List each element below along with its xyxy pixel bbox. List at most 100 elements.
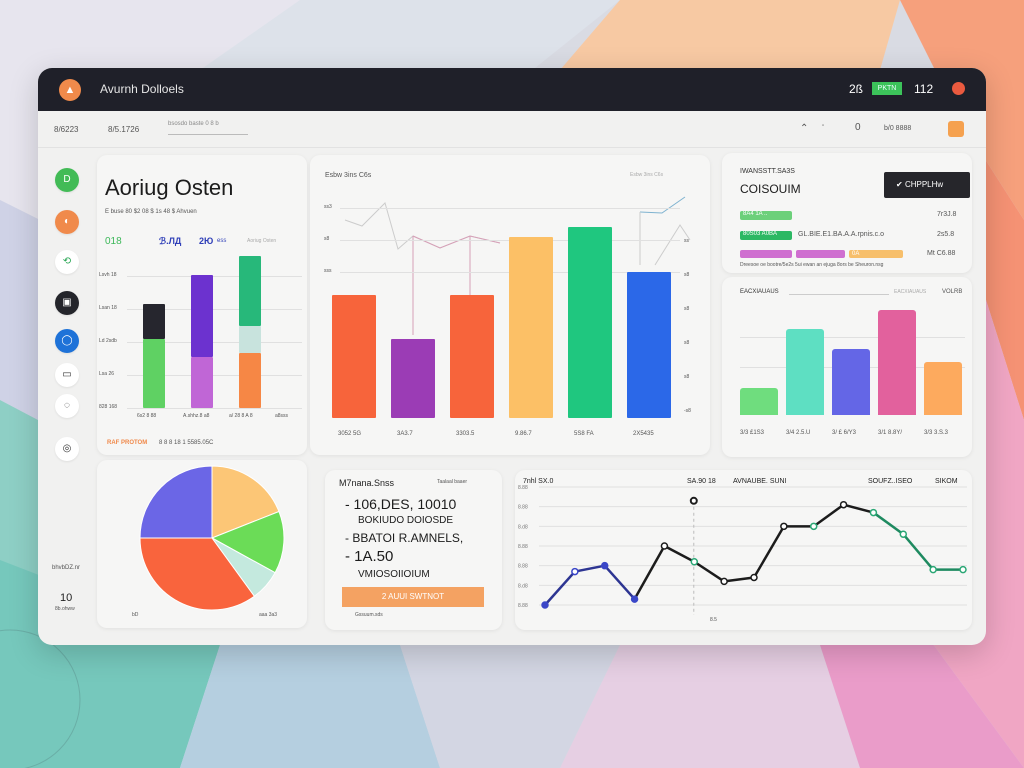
circle-icon[interactable]: ◯ [55,329,79,353]
d-icon[interactable]: D [55,168,79,192]
summary-title: COISOUIM [740,182,801,196]
data-point [959,565,967,574]
stacked-bar-segment [239,256,261,327]
stacked-chart-card: Aoriug Osten E buse 80 $2 08 $ 1s 48 $ A… [97,155,307,455]
app-title: Avurnh Dolloels [100,82,184,96]
line-segment [574,564,605,573]
sidebar-footer-number: 10 [60,592,73,604]
y-tick-label: 8.88 [518,505,528,511]
x-tick-label: a/ 28 8 A 8 [229,413,253,419]
y-tick-label: Lsa 26 [99,371,115,377]
toolbar-item-1[interactable]: 8/6223 [54,125,79,134]
line-header-5: SIKOM [935,478,958,485]
data-point [839,500,848,509]
data-point [750,573,758,582]
progress-segment-2 [796,250,845,258]
y-tick-label: 8.d8 [518,583,528,589]
stat-3: 2Ю [199,236,214,246]
primary-action-button[interactable]: ✔ CHPPLHw [884,172,970,198]
stacked-bar-segment [239,326,261,353]
data-point [660,542,669,550]
line-segment [843,503,874,514]
close-button[interactable] [952,82,965,95]
line-segment [663,544,695,563]
line-segment [603,564,636,600]
stat-2: ℬ.ЛД [159,236,182,246]
chart-data-title: EACXIAUAUS [894,289,927,295]
gridline [127,276,302,277]
counter-b: 112 [914,82,934,96]
chat-icon[interactable]: ◌ [55,394,79,418]
bar [832,349,870,415]
line-segment [752,525,785,579]
gridline [127,375,302,376]
x-tick-label: a8sss [275,413,289,419]
right-tick-label: -s8 [684,408,691,414]
title-bar: ▲ Avurnh Dolloels 2ß PKTN 112 [38,68,986,111]
y-tick-label: Ld 2sdb [99,338,117,344]
y-tick-label: 828 168 [99,404,118,410]
y-tick-label: 8.88 [518,544,528,550]
row-3-value: Mt C6.88 [927,250,956,257]
cta-button[interactable]: 2 AUUI SWTNOT [342,587,484,607]
text-card-footnote: Gssuum.sds [355,612,383,618]
flame-icon[interactable]: ◐ [55,210,79,234]
right-tick-label: s8 [684,340,690,346]
gridline [740,337,965,338]
bar [450,295,494,418]
line-header-2: SA.90 18 [687,478,716,485]
stacked-bar-segment [143,303,165,340]
counter-a: 2ß [849,82,864,96]
toolbar-status: b/0 8888 [884,125,912,132]
lock-icon[interactable]: ▣ [55,291,79,315]
app-logo-icon[interactable]: ▲ [59,79,81,101]
data-point [541,601,549,609]
chart-data-title: Aoriug Osten [247,238,277,244]
right-tick-label: ss [684,238,689,244]
bar [786,329,824,415]
settings-button[interactable]: 0 [855,122,861,133]
right-tick-label: s8 [684,374,690,380]
notification-icon[interactable]: ▫ [822,123,825,129]
camera-icon[interactable]: ◎ [55,437,79,461]
row-2-value: 2s5.8 [937,231,955,238]
x-tick-label: 3/1 8.8Y/ [878,430,903,436]
line-segment [544,570,576,606]
metric-line-2: BOKIUDO DOIOSDE [358,515,454,526]
line-chart-card: 7nhl SX.0 SA.90 18 AVNAUBE. SUNI SOUFZ..… [515,470,972,630]
line-segment [723,576,755,583]
metrics-text-card: M7nana.Snss Taalaal baaer - 106,DES, 100… [325,470,502,630]
y-tick-label: Lsan 18 [99,305,117,311]
user-icon[interactable]: ⌃ [800,123,809,134]
summary-kicker: IWANSSTT.SA3S [740,168,795,175]
row-1-tag: 8A4 1A .. [740,211,792,220]
window-icon[interactable]: ▭ [55,363,79,387]
x-tick-label: 9.86.7 [515,431,532,437]
summary-footnote: Dreesoe oe bootre/5e2s 5ui ewan an ejuga… [740,262,884,268]
chart-unit: VOLRB [942,289,963,295]
data-point [600,561,609,570]
data-point [780,522,788,531]
stacked-bar-segment [143,339,165,408]
stacked-bar-segment [191,274,213,357]
search-input[interactable]: bsosdo baste 0 8 b [168,121,248,135]
pie-right-label: aaa 3a3 [259,612,278,618]
metric-line-4: - 1A.50 [345,548,394,565]
stacked-bar-segment [239,352,261,408]
chart-data-title: Esbw 3ins C6s [630,172,664,178]
data-point [929,565,937,574]
export-icon[interactable] [948,121,964,137]
bar [332,295,376,418]
toolbar-item-2[interactable]: 8/5.1726 [108,125,140,134]
x-tick-label: 2X5435 [633,431,654,437]
x-tick-label: 3/ £ 6/Y3 [832,430,857,436]
bar [509,237,553,418]
summary-card: IWANSSTT.SA3S COISOUIM ✔ CHPPLHw 8A4 1A … [722,153,972,273]
pie-slice [139,537,256,611]
refresh-icon[interactable]: ⟲ [55,250,79,274]
y-tick-label: Lsvh 18 [99,272,117,278]
right-tick-label: s8 [684,272,690,278]
title-rule [789,294,889,295]
line-segment [633,545,666,600]
